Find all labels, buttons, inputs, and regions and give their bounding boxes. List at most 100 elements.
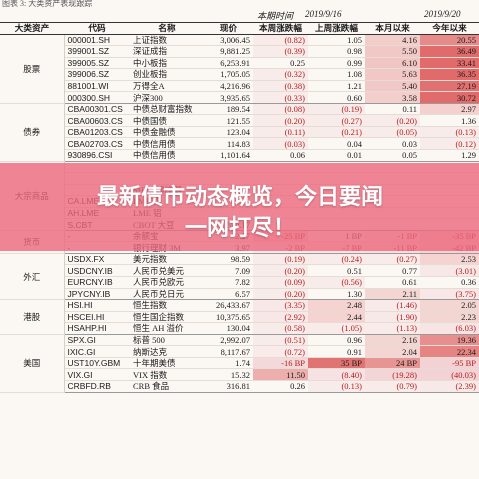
price-cell: 98.59 — [204, 253, 253, 266]
name-cell: 上证指数 — [130, 34, 204, 47]
last-week-change-cell: 1.21 — [308, 80, 365, 93]
name-cell: 深证成指 — [130, 45, 204, 58]
last-week-change-cell: 0.98 — [308, 45, 365, 58]
week-change-cell: (0.11) — [253, 126, 308, 139]
banner-line-2: 一网打尽！ — [184, 216, 295, 241]
mtd-cell: 0.11 — [365, 103, 420, 116]
table-row: 股票 000001.SH 上证指数 3,006.45 (0.82) 1.05 4.16 20.… — [0, 34, 479, 104]
last-week-change-cell: 1.05 — [308, 34, 365, 47]
price-cell: 3,006.45 — [204, 34, 253, 47]
asset-class-cell: 港股 — [0, 299, 65, 335]
last-week-change-cell: 1.30 — [308, 288, 365, 301]
col-header-week-change: 本周涨跌幅 — [253, 22, 308, 35]
ytd-cell: (2.39) — [420, 380, 479, 393]
price-cell: 26,433.67 — [204, 299, 253, 312]
mtd-cell: (0.27) — [365, 253, 420, 266]
last-week-change-cell: 0.04 — [308, 137, 365, 150]
price-cell: 1,101.64 — [204, 149, 253, 162]
name-cell: VIX 指数 — [130, 368, 204, 381]
price-cell: 3,935.65 — [204, 91, 253, 104]
mtd-cell: 6.10 — [365, 57, 420, 70]
code-cell: 000300.SH — [64, 91, 130, 104]
mtd-cell: (0.05) — [365, 126, 420, 139]
asset-class-cell: 股票 — [0, 34, 65, 104]
table-row: 399005.SZ 中小板指 6,253.91 0.25 0.99 6.10 33.41 — [0, 57, 479, 70]
last-week-change-cell: 35 BP — [308, 357, 365, 370]
asset-class-cell: 外汇 — [0, 253, 65, 301]
mtd-cell: (0.79) — [365, 380, 420, 393]
code-cell: 399006.SZ — [64, 68, 130, 81]
week-change-cell: 11.50 — [253, 368, 308, 381]
last-week-change-cell: (0.13) — [308, 380, 365, 393]
mtd-cell: 0.03 — [365, 137, 420, 150]
ytd-cell: 20.55 — [420, 34, 479, 47]
mtd-cell: (1.90) — [365, 311, 420, 324]
price-cell: 4,216.96 — [204, 80, 253, 93]
name-cell: 恒生 AH 溢价 — [130, 322, 204, 335]
table-header-row: 大类资产 代码 名称 现价 本周涨跌幅 上周涨跌幅 本月以来 今年以来 — [0, 22, 479, 35]
price-cell: 121.55 — [204, 114, 253, 127]
date-left-label: 本期时间 — [257, 11, 294, 21]
week-change-cell: (3.35) — [253, 299, 308, 312]
table-row: HSAHP.HI 恒生 AH 溢价 130.04 (0.58) (1.05) (1.13)… — [0, 322, 479, 335]
table-row: CBA01203.CS 中债金融债 123.04 (0.11) (0.21) (0.05)… — [0, 126, 479, 139]
table-row: 债券 CBA00301.CS 中债总财富指数 189.54 (0.08) (0.19) 0.… — [0, 103, 479, 162]
week-change-cell: (0.19) — [253, 253, 308, 266]
last-week-change-cell: 0.96 — [308, 334, 365, 347]
name-cell: 中债信用债 — [130, 137, 204, 150]
week-change-cell: (0.33) — [253, 91, 308, 104]
promo-banner-overlay — [0, 163, 479, 251]
table-row: IXIC.GI 纳斯达克 8,117.67 (0.72) 0.91 2.04 22.34 — [0, 345, 479, 358]
ytd-cell: -95 BP — [420, 357, 479, 370]
price-cell: 316.81 — [204, 380, 253, 393]
price-cell: 6,253.91 — [204, 57, 253, 70]
table-row: JPYCNY.IB 人民币兑日元 6.57 (0.20) 1.30 2.11 (3.75) — [0, 288, 479, 301]
last-week-change-cell: 1.08 — [308, 68, 365, 81]
code-cell: HSAHP.HI — [64, 322, 130, 335]
code-cell: 399001.SZ — [64, 45, 130, 58]
table-row: HSCEI.HI 恒生国企指数 10,375.65 (2.92) 2.44 (1.90) 2… — [0, 311, 479, 324]
code-cell: EURCNY.IB — [64, 276, 130, 289]
name-cell: 中债国债 — [130, 114, 204, 127]
header-dates: 本期时间 2019/9/16 2019/9/20 — [0, 9, 479, 21]
week-change-cell: (0.20) — [253, 288, 308, 301]
table-row: UST10Y.GBM 十年期美债 1.74 -16 BP 35 BP 24 BP -95 B… — [0, 357, 479, 370]
last-week-change-cell: (1.05) — [308, 322, 365, 335]
table-row: CRBFD.RB CRB 食品 316.81 0.26 (0.13) (0.79) (2.3… — [0, 380, 479, 393]
last-week-change-cell: (0.24) — [308, 253, 365, 266]
code-cell: 399005.SZ — [64, 57, 130, 70]
last-week-change-cell: (0.56) — [308, 276, 365, 289]
ytd-cell: 19.36 — [420, 334, 479, 347]
table-row: 881001.WI 万得全A 4,216.96 (0.38) 1.21 5.40 27.19 — [0, 80, 479, 93]
ytd-cell: 30.72 — [420, 91, 479, 104]
code-cell: 000001.SH — [64, 34, 130, 47]
name-cell: 恒生国企指数 — [130, 311, 204, 324]
ytd-cell: 33.41 — [420, 57, 479, 70]
col-header-code: 代码 — [64, 22, 130, 35]
mtd-cell: 2.04 — [365, 345, 420, 358]
last-week-change-cell: 0.01 — [308, 149, 365, 162]
ytd-cell: 36.49 — [420, 45, 479, 58]
ytd-cell: 2.53 — [420, 253, 479, 266]
promo-banner-text: 最新债市动态概览，今日要闻 一网打尽！ — [30, 182, 450, 244]
name-cell: 中债信用债 — [130, 149, 204, 162]
col-header-price: 现价 — [204, 22, 253, 35]
mtd-cell: 24 BP — [365, 357, 420, 370]
mtd-cell: (19.28) — [365, 368, 420, 381]
name-cell: 十年期美债 — [130, 357, 204, 370]
table-row: 399001.SZ 深证成指 9,881.25 (0.39) 0.98 5.50 36.49 — [0, 45, 479, 58]
week-change-cell: (0.58) — [253, 322, 308, 335]
mtd-cell: 2.16 — [365, 334, 420, 347]
week-change-cell: (0.20) — [253, 264, 308, 278]
code-cell: SPX.GI — [64, 334, 130, 347]
table-row: CBA00603.CS 中债国债 121.55 (0.20) (0.27) (0.20) 1… — [0, 114, 479, 127]
col-header-name: 名称 — [130, 22, 204, 35]
table-row: 000300.SH 沪深300 3,935.65 (0.33) 0.60 3.58 30.7… — [0, 91, 479, 104]
week-change-cell: (2.92) — [253, 311, 308, 324]
table-row: 930896.CSI 中债信用债 1,101.64 0.06 0.01 0.05 1.29 — [0, 149, 479, 162]
code-cell: HSCEI.HI — [64, 311, 130, 324]
week-change-cell: (0.20) — [253, 114, 308, 127]
date-right: 2019/9/20 — [424, 9, 461, 19]
week-change-cell: 0.06 — [253, 149, 308, 162]
mtd-cell: (1.46) — [365, 299, 420, 312]
